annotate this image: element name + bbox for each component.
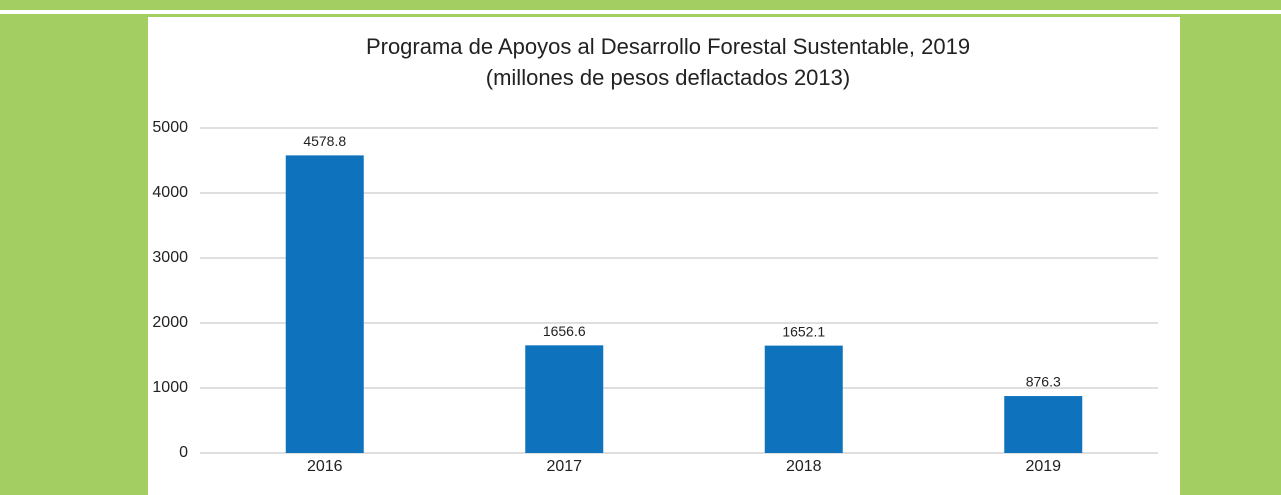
x-tick-label: 2016 — [307, 458, 343, 475]
bar — [1004, 396, 1083, 453]
x-tick-label: 2017 — [546, 458, 582, 475]
top-stripe — [0, 10, 1281, 14]
y-tick-label: 5000 — [152, 119, 188, 136]
value-label: 876.3 — [1026, 374, 1061, 390]
chart-subtitle: (millones de pesos deflactados 2013) — [486, 65, 850, 90]
y-tick-label: 1000 — [152, 379, 188, 396]
x-tick-label: 2019 — [1025, 458, 1061, 475]
bar — [525, 345, 604, 453]
y-tick-label: 2000 — [152, 314, 188, 331]
bar — [285, 155, 364, 454]
y-tick-label: 4000 — [152, 184, 188, 201]
value-label: 1652.1 — [782, 323, 825, 339]
bar — [764, 345, 843, 453]
x-tick-label: 2018 — [786, 458, 822, 475]
chart-title: Programa de Apoyos al Desarrollo Foresta… — [366, 34, 970, 59]
y-tick-label: 0 — [179, 444, 188, 461]
y-tick-label: 3000 — [152, 249, 188, 266]
value-label: 4578.8 — [303, 133, 346, 149]
value-label: 1656.6 — [543, 323, 586, 339]
